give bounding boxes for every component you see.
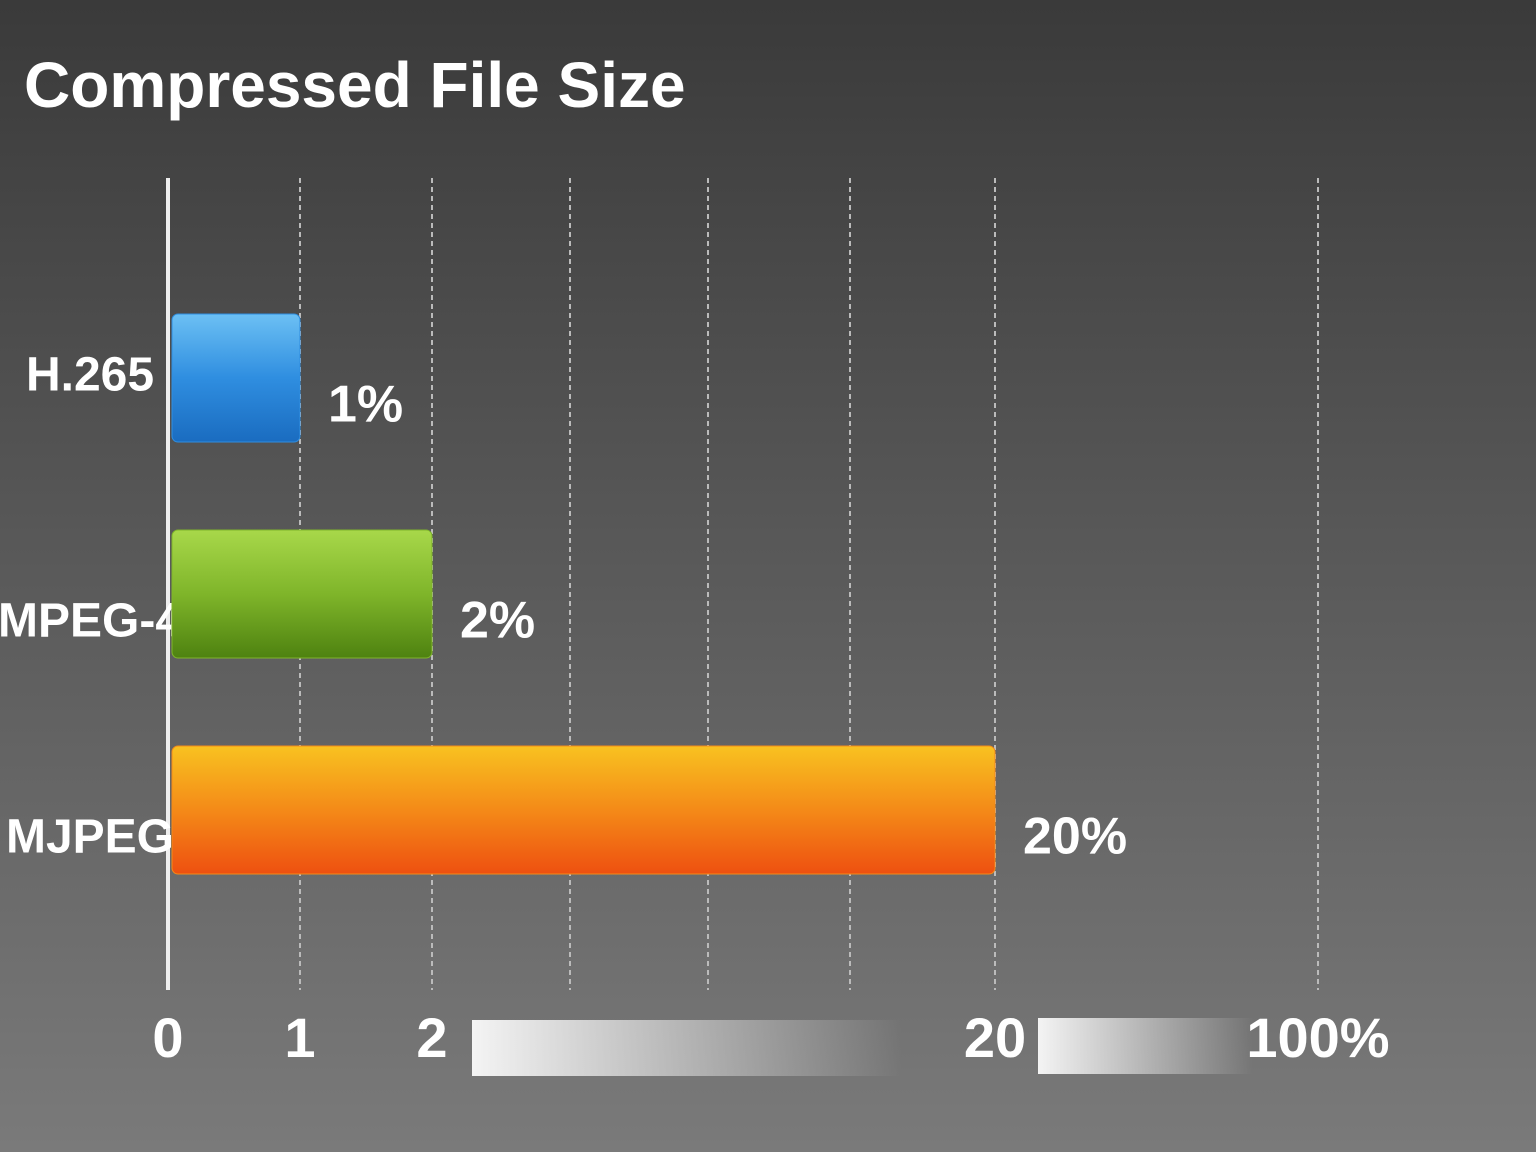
category-label: MPEG-4 bbox=[0, 595, 182, 648]
x-tick-label: 100% bbox=[1246, 1006, 1389, 1069]
x-tick-label: 0 bbox=[152, 1006, 183, 1069]
category-label: H.265 bbox=[26, 349, 154, 402]
x-tick-label: 1 bbox=[284, 1006, 315, 1069]
axis-break bbox=[1038, 1018, 1253, 1074]
bar bbox=[171, 745, 996, 875]
value-label: 1% bbox=[328, 376, 403, 434]
bar bbox=[171, 313, 301, 443]
value-label: 2% bbox=[460, 592, 535, 650]
category-label: MJPEG bbox=[6, 811, 174, 864]
x-tick-label: 2 bbox=[416, 1006, 447, 1069]
value-label: 20% bbox=[1023, 808, 1127, 866]
axis-break bbox=[472, 1020, 902, 1076]
x-tick-label: 20 bbox=[964, 1006, 1026, 1069]
chart-title: Compressed File Size bbox=[24, 49, 686, 121]
bar bbox=[171, 529, 433, 659]
